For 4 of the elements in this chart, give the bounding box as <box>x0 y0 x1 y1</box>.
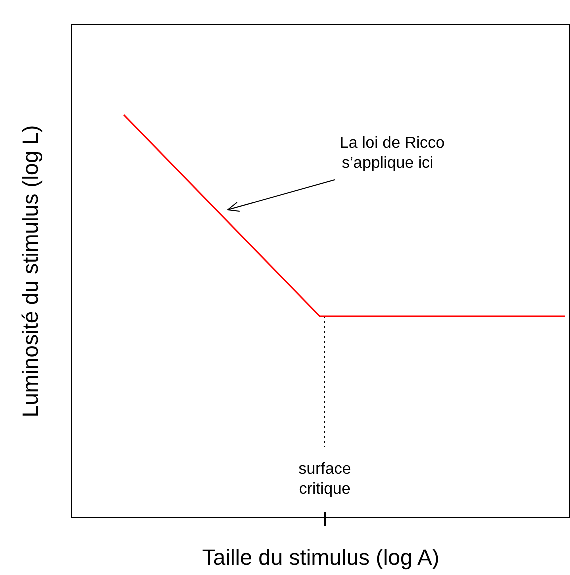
y-axis-title: Luminosité du stimulus (log L) <box>18 125 43 418</box>
annotation: La loi de Ricco s’applique ici <box>340 135 446 172</box>
annotation: surface critique <box>298 461 352 498</box>
x-axis-title: Taille du stimulus (log A) <box>202 545 440 570</box>
